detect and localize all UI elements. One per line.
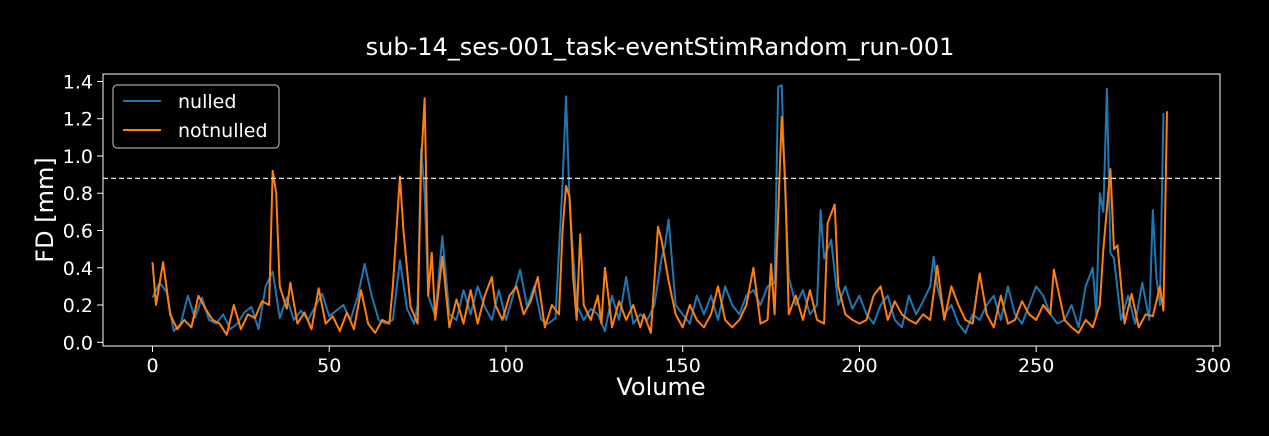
x-tick-label: 0 [146,355,158,377]
y-tick-label: 1.0 [63,146,93,168]
x-tick-label: 250 [1018,355,1054,377]
x-axis-label: Volume [616,373,705,401]
y-tick-label: 0.2 [63,295,93,317]
y-axis-ticks: 0.0 0.2 0.4 0.6 0.8 1.0 1.2 1.4 [63,71,103,354]
y-tick-label: 0.4 [63,258,93,280]
x-tick-label: 150 [665,355,701,377]
x-tick-label: 300 [1195,355,1231,377]
y-tick-label: 0.0 [63,332,93,354]
legend-label-nulled: nulled [178,91,236,113]
y-tick-label: 1.2 [63,109,93,131]
y-tick-label: 1.4 [63,71,93,93]
x-tick-label: 200 [841,355,877,377]
x-axis-ticks: 0 50 100 150 200 250 300 [146,346,1231,377]
x-tick-label: 100 [488,355,524,377]
series-line-notnulled [151,97,1168,336]
y-tick-label: 0.8 [63,183,93,205]
y-axis-label: FD [mm] [31,157,59,262]
chart-title: sub-14_ses-001_task-eventStimRandom_run-… [366,33,955,61]
series-layer [151,84,1168,336]
y-tick-label: 0.6 [63,220,93,242]
legend-label-notnulled: notnulled [178,120,268,142]
x-tick-label: 50 [317,355,341,377]
plot-frame [102,73,1221,347]
series-line-nulled [151,84,1165,334]
legend: nulled notnulled [112,84,280,149]
